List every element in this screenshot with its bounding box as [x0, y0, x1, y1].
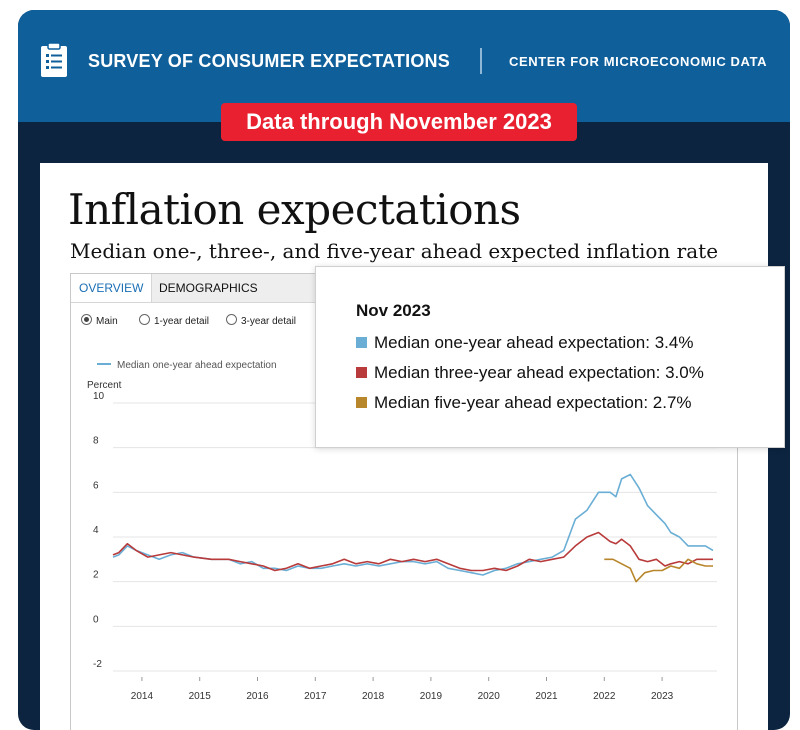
center-title: CENTER FOR MICROECONOMIC DATA	[509, 54, 768, 69]
x-tick-label: 2021	[535, 691, 558, 702]
radio-main-label: Main	[96, 316, 118, 327]
radio-main[interactable]: Main	[81, 314, 118, 327]
page-title: Inflation expectations	[68, 185, 521, 234]
x-tick-label: 2019	[420, 691, 443, 702]
x-tick-label: 2022	[593, 691, 616, 702]
tooltip-title: Nov 2023	[356, 301, 431, 320]
radio-icon	[139, 314, 150, 325]
series-line-five-year	[604, 558, 713, 583]
tooltip-row-three-year: Median three-year ahead expectation: 3.0…	[356, 363, 704, 383]
radio-1-year-label: 1-year detail	[154, 316, 210, 327]
tab-overview[interactable]: OVERVIEW	[71, 274, 153, 302]
y-axis-label: Percent	[87, 380, 122, 391]
tooltip-three-year-text: Median three-year ahead expectation: 3.0…	[374, 363, 704, 382]
survey-title: SURVEY OF CONSUMER EXPECTATIONS	[88, 51, 450, 71]
radio-icon	[226, 314, 237, 325]
legend-label: Median one-year ahead expectation	[117, 360, 277, 371]
y-tick-label: 0	[93, 614, 99, 625]
legend-swatch	[97, 363, 111, 365]
swatch-one-year	[356, 337, 367, 348]
tooltip-row-five-year: Median five-year ahead expectation: 2.7%	[356, 393, 692, 413]
x-tick-label: 2016	[246, 691, 269, 702]
chart-legend-item[interactable]: Median one-year ahead expectation	[97, 360, 277, 371]
clipboard-icon	[41, 42, 67, 77]
series-line-three-year	[112, 531, 713, 572]
data-through-badge: Data through November 2023	[221, 103, 577, 141]
radio-3-year-detail[interactable]: 3-year detail	[226, 314, 296, 327]
header-bar: SURVEY OF CONSUMER EXPECTATIONS CENTER F…	[18, 10, 790, 122]
x-tick-label: 2018	[362, 691, 385, 702]
y-tick-label: 2	[93, 570, 99, 581]
x-tick-label: 2020	[478, 691, 501, 702]
chart-tooltip: Nov 2023 Median one-year ahead expectati…	[315, 266, 785, 448]
y-tick-label: 10	[93, 391, 105, 402]
y-tick-label: 6	[93, 480, 99, 491]
x-tick-label: 2017	[304, 691, 327, 702]
x-tick-label: 2014	[131, 691, 154, 702]
radio-selected-icon	[81, 314, 92, 325]
x-tick-label: 2023	[651, 691, 674, 702]
y-tick-label: 4	[93, 525, 99, 536]
header-divider	[480, 48, 482, 74]
x-tick-label: 2015	[189, 691, 212, 702]
radio-1-year-detail[interactable]: 1-year detail	[139, 314, 209, 327]
tooltip-row-one-year: Median one-year ahead expectation: 3.4%	[356, 333, 693, 353]
swatch-three-year	[356, 367, 367, 378]
swatch-five-year	[356, 397, 367, 408]
y-tick-label: -2	[93, 659, 102, 670]
radio-3-year-label: 3-year detail	[241, 316, 297, 327]
y-tick-label: 8	[93, 436, 99, 447]
page-subtitle: Median one-, three-, and five-year ahead…	[70, 239, 719, 263]
tooltip-five-year-text: Median five-year ahead expectation: 2.7%	[374, 393, 692, 412]
tooltip-one-year-text: Median one-year ahead expectation: 3.4%	[374, 333, 694, 352]
tab-demographics[interactable]: DEMOGRAPHICS	[159, 281, 258, 295]
